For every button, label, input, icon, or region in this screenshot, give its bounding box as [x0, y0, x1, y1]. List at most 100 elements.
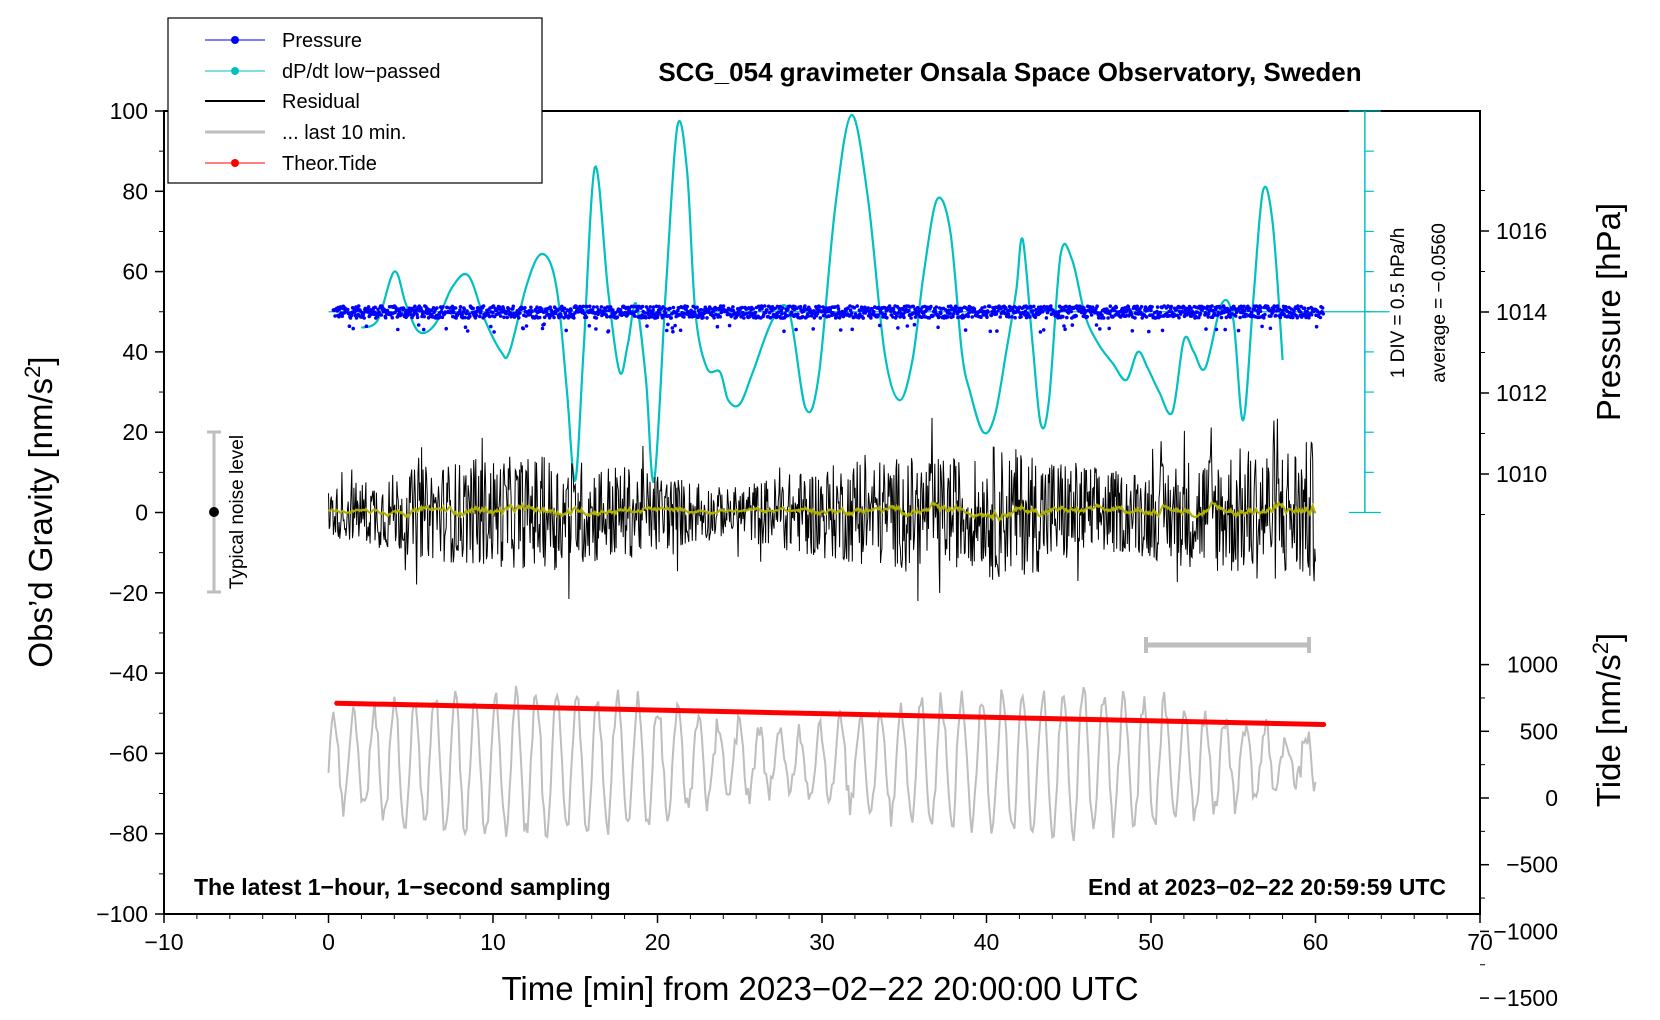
pressure-point [846, 306, 850, 311]
pressure-point [711, 309, 716, 314]
pressure-point [780, 312, 784, 316]
pressure-point [701, 315, 705, 320]
pressure-point [1309, 312, 1314, 317]
pressure-point [1258, 309, 1263, 314]
ten-minute-bar [1144, 637, 1311, 653]
pressure-point [1160, 328, 1165, 333]
x-tick-label: 10 [480, 929, 506, 955]
pressure-point [1291, 315, 1295, 320]
tide-tick-label: 0 [1545, 785, 1558, 811]
pressure-point [923, 304, 927, 309]
pressure-point [848, 308, 853, 313]
pressure-point [882, 305, 887, 310]
pressure-point [963, 328, 968, 332]
tide-tick-label: −1500 [1493, 985, 1558, 1011]
pressure-point [1263, 312, 1267, 317]
pressure-point [333, 314, 337, 318]
pressure-point [1197, 315, 1201, 320]
pressure-point [1064, 304, 1068, 309]
pressure-point [670, 326, 675, 330]
pressure-point [606, 329, 611, 333]
pressure-point [1320, 306, 1325, 310]
pressure-point [440, 315, 445, 320]
pressure-point [998, 315, 1002, 319]
pressure-point [1198, 311, 1203, 316]
y-axis-title-sup: 2 [20, 366, 45, 378]
pressure-point [1019, 315, 1023, 319]
pressure-point [946, 315, 950, 319]
pressure-point [685, 304, 689, 309]
pressure-point [1081, 314, 1086, 319]
pressure-point [881, 315, 885, 319]
noise-level-indicator: Typical noise level [207, 430, 248, 594]
pressure-point [463, 315, 467, 320]
pressure-point [785, 313, 790, 318]
pressure-point [1049, 304, 1053, 308]
pressure-point [529, 305, 533, 310]
pressure-point [1032, 304, 1036, 309]
pressure-point [594, 316, 599, 320]
pressure-point [1318, 315, 1323, 320]
pressure-point [528, 312, 533, 317]
pressure-point [588, 304, 592, 309]
pressure-point [644, 305, 649, 309]
pressure-point [1155, 309, 1159, 314]
pressure-point [453, 306, 458, 310]
pressure-point [1007, 315, 1011, 319]
pressure-point [849, 311, 854, 315]
pressure-point [1180, 309, 1185, 314]
pressure-point [1023, 313, 1027, 317]
pressure-point [540, 326, 545, 331]
pressure-point [1094, 323, 1099, 327]
pressure-point [912, 322, 917, 327]
pressure-point [648, 305, 653, 309]
pressure-point [1045, 310, 1050, 315]
pressure-point [1123, 306, 1127, 310]
pressure-point [1107, 326, 1111, 331]
pressure-point [966, 314, 971, 319]
pressure-point [584, 315, 589, 320]
pressure-point [948, 311, 952, 316]
pressure-point [986, 310, 990, 314]
pressure-point [1040, 309, 1045, 314]
pressure-point [914, 309, 918, 314]
pressure-point [1108, 304, 1113, 309]
pressure-point [1062, 324, 1066, 328]
x-tick-label: 60 [1303, 929, 1329, 955]
pressure-point [585, 304, 589, 309]
pressure-point [983, 305, 987, 309]
pressure-point [765, 308, 769, 312]
pressure-point [933, 308, 938, 313]
pressure-point [671, 305, 676, 310]
pressure-point [877, 323, 882, 328]
pressure-point [1298, 310, 1303, 314]
tide-axis-title: Tide [nm/s2] [1588, 633, 1628, 807]
pressure-point [876, 313, 880, 317]
pressure-point [1238, 315, 1242, 320]
last10-line [327, 685, 1317, 842]
pressure-point [931, 314, 935, 318]
pressure-point [798, 304, 803, 309]
pressure-point [802, 309, 806, 314]
pressure-point [1090, 305, 1095, 310]
pressure-point [919, 315, 924, 320]
pressure-point [1158, 310, 1163, 315]
y-tick-label: 60 [122, 259, 148, 285]
pressure-point [542, 315, 547, 320]
pressure-point [818, 305, 822, 309]
pressure-point [891, 315, 895, 319]
pressure-point [422, 314, 427, 319]
pressure-point [1307, 315, 1311, 320]
y-tick-label: −40 [109, 660, 148, 686]
pressure-point [552, 315, 556, 320]
x-tick-label: 20 [645, 929, 671, 955]
pressure-point [811, 327, 815, 331]
pressure-point [548, 305, 552, 310]
pressure-point [768, 316, 773, 320]
pressure-point [1169, 304, 1174, 309]
pressure-point [1206, 315, 1210, 319]
last10-series [327, 685, 1317, 842]
pressure-point [806, 314, 810, 318]
pressure-point [1237, 307, 1241, 312]
pressure-point [657, 311, 662, 315]
